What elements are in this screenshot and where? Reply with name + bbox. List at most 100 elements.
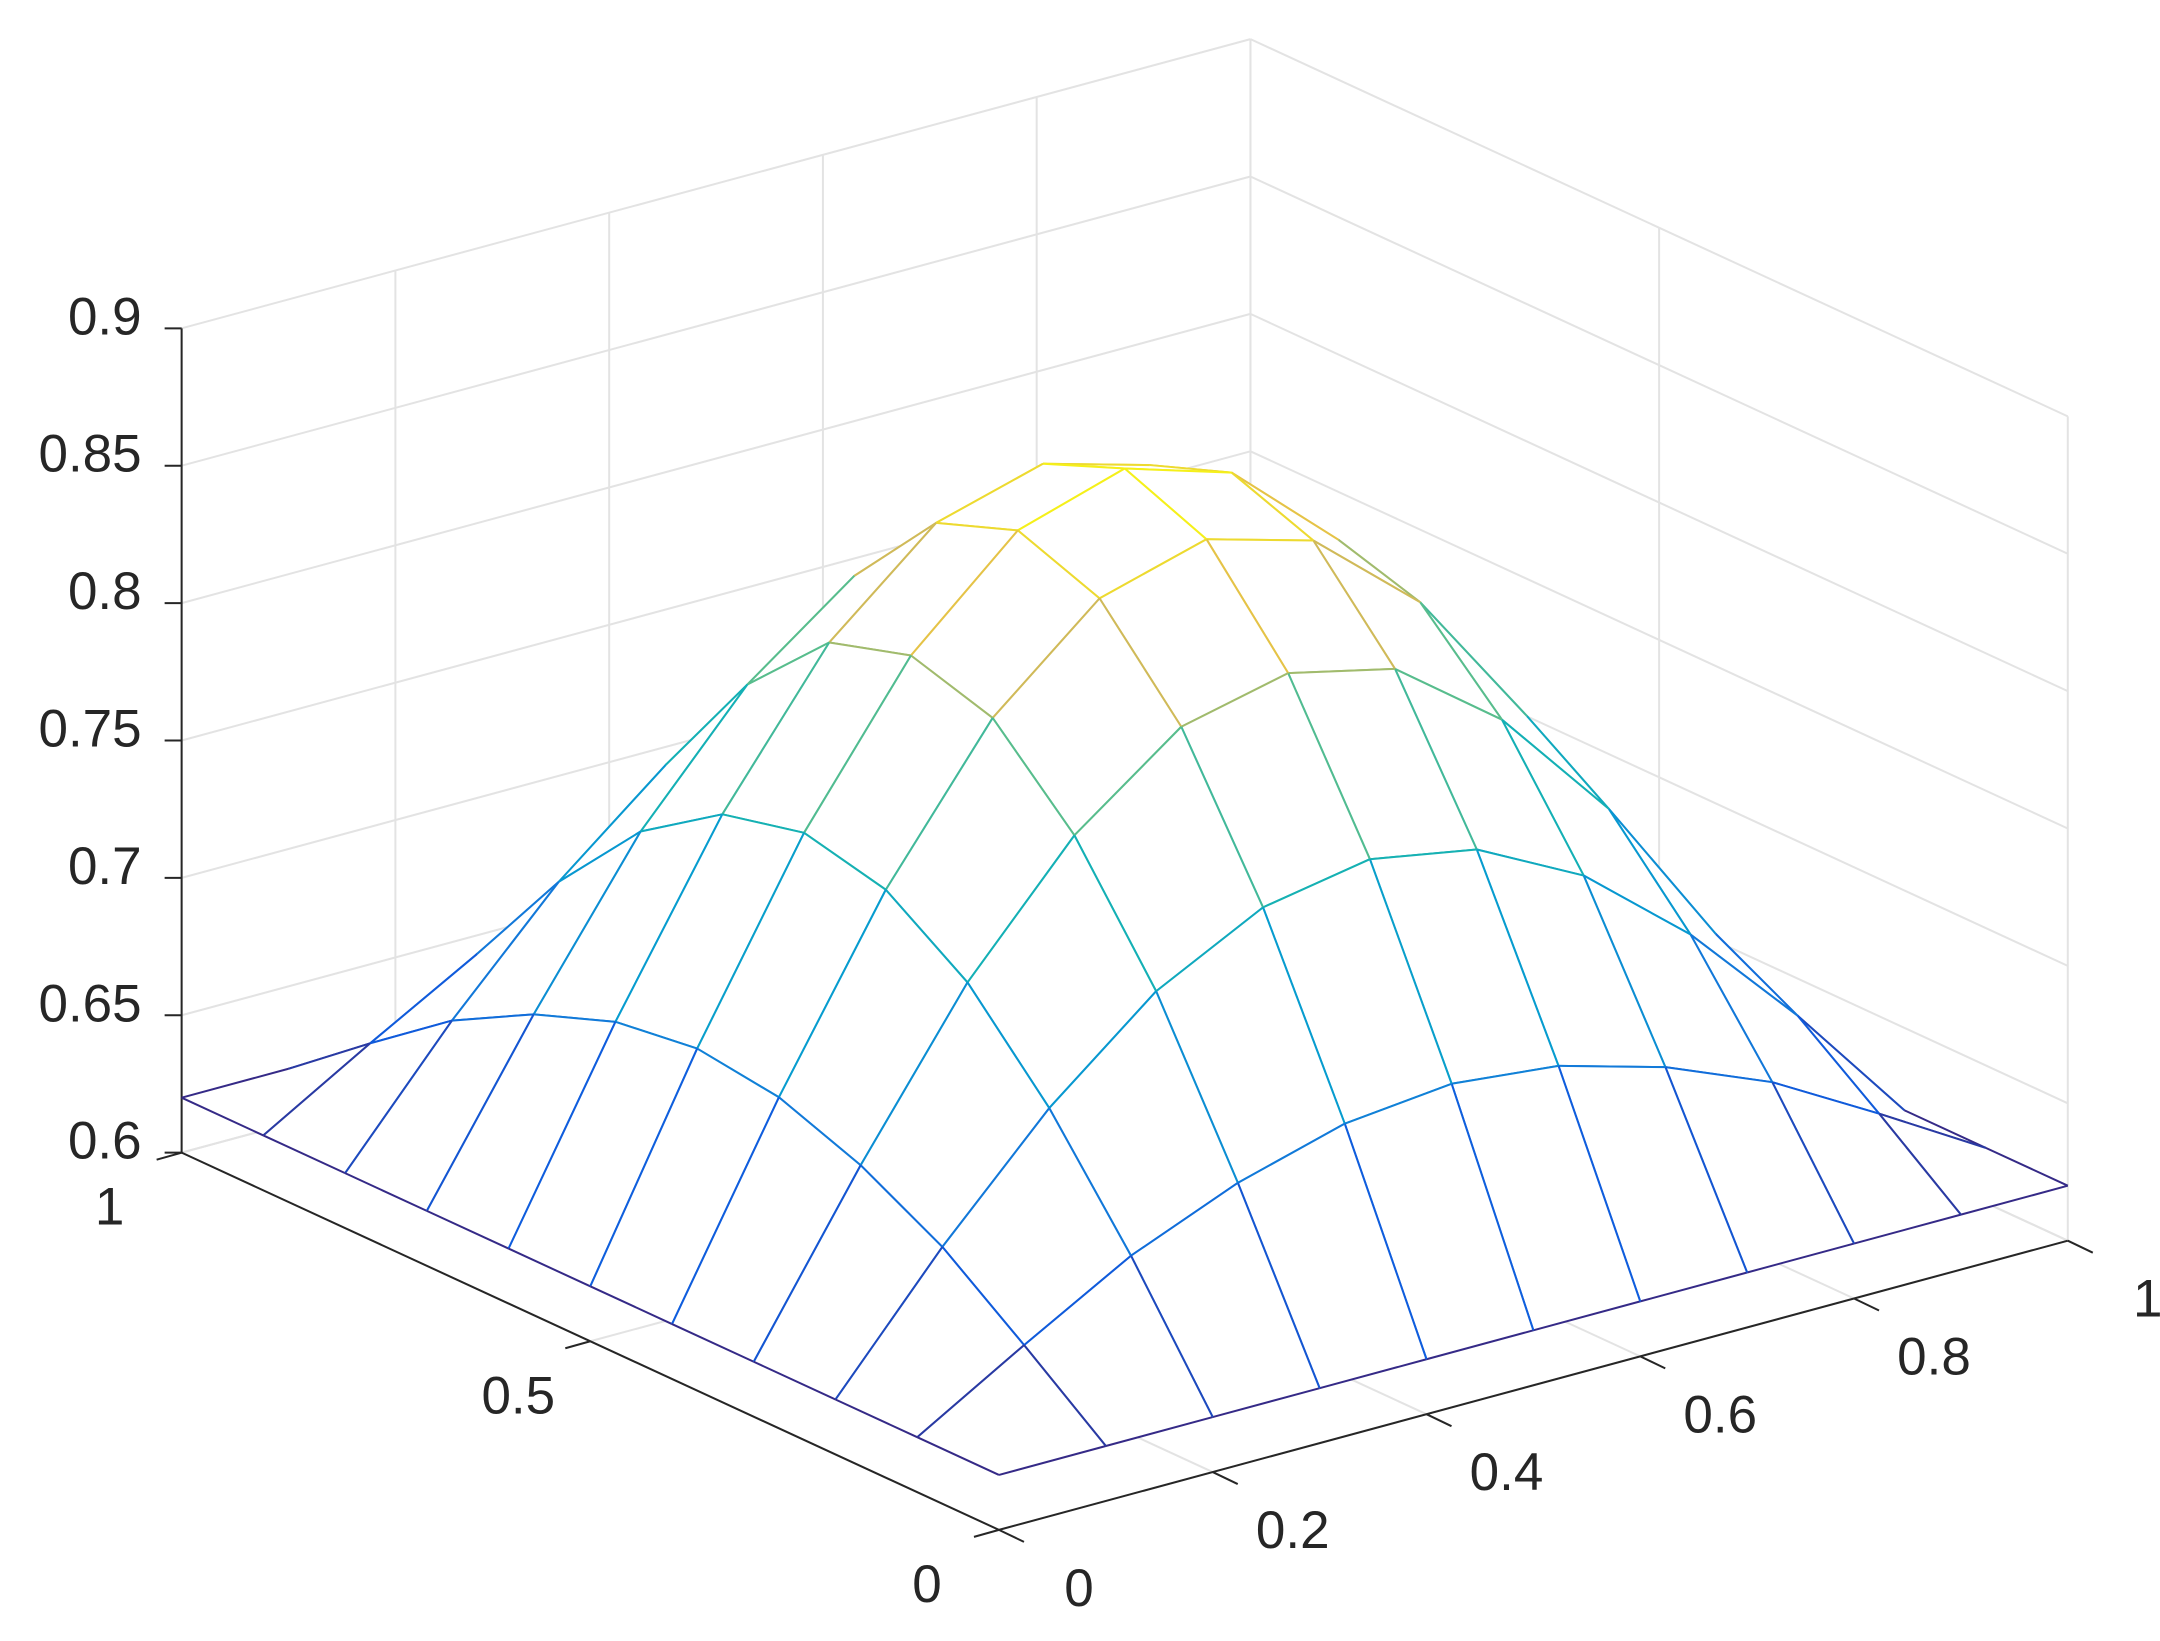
mesh-face [992, 598, 1182, 836]
mesh-line [1853, 1213, 1962, 1245]
mesh-line [966, 981, 1051, 1109]
mesh-line [1583, 874, 1692, 936]
mesh-line [1343, 1123, 1428, 1360]
mesh-face [829, 522, 1018, 656]
mesh-line [671, 1096, 780, 1325]
x-tick-label: 0.8 [1897, 1328, 1971, 1387]
mesh-line [910, 529, 1019, 657]
mesh-line [1878, 1113, 1962, 1216]
mesh-line [369, 953, 478, 1045]
mesh-line [1048, 990, 1157, 1109]
mesh-line [991, 717, 1076, 836]
mesh-line [1231, 471, 1340, 541]
mesh-line [451, 881, 560, 1022]
mesh-line [1450, 1083, 1535, 1331]
mesh-face [885, 717, 1075, 983]
mesh-face [426, 1014, 616, 1249]
mesh-line [1639, 1271, 1748, 1303]
mesh-line [533, 1013, 616, 1023]
mesh-line [859, 1164, 944, 1248]
mesh-face [1156, 907, 1345, 1183]
y-tick-label: 0.5 [481, 1366, 555, 1425]
mesh-line [1212, 1387, 1320, 1419]
mesh-face [345, 1014, 534, 1211]
mesh-line [1476, 848, 1584, 877]
mesh-face [1124, 468, 1314, 541]
mesh-line [1230, 471, 1314, 542]
mesh-line [1394, 668, 1478, 850]
mesh-line [1206, 538, 1314, 542]
mesh-line [1236, 1182, 1321, 1389]
mesh-line [1557, 1065, 1642, 1302]
x-tick-label: 1 [2133, 1270, 2160, 1329]
mesh-line [344, 1172, 428, 1212]
tick-mark [998, 1528, 1025, 1543]
mesh-line [916, 1436, 1000, 1476]
mesh-line [1023, 1254, 1132, 1346]
axis-line [998, 1239, 2069, 1531]
mesh-line [1526, 715, 1610, 810]
mesh-face [1181, 673, 1370, 908]
mesh-line [1746, 1242, 1855, 1274]
mesh-line [859, 981, 969, 1166]
mesh-line [1419, 601, 1503, 721]
mesh-face [753, 1165, 943, 1400]
mesh-line [1124, 467, 1232, 474]
mesh-line [640, 813, 723, 833]
mesh-face [1690, 934, 1880, 1114]
mesh-line [1180, 726, 1264, 908]
mesh-line [262, 1134, 346, 1175]
mesh-line [614, 813, 724, 1023]
x-tick-label: 0.4 [1470, 1443, 1544, 1502]
mesh-line [558, 764, 667, 883]
mesh-line [1287, 672, 1371, 860]
mesh-line [1903, 1109, 1987, 1149]
mesh-face [672, 1097, 861, 1362]
mesh-line [696, 832, 805, 1050]
mesh-face [1476, 849, 1666, 1068]
tick-mark [1853, 1297, 1880, 1312]
mesh-face [967, 835, 1157, 1109]
mesh-face [615, 814, 805, 1049]
mesh-line [884, 717, 994, 891]
mesh-face [1024, 1255, 1213, 1447]
mesh-line [1237, 1122, 1346, 1184]
x-tick-label: 0.6 [1683, 1385, 1757, 1444]
mesh-line [369, 1019, 453, 1045]
mesh-face [835, 1246, 1025, 1438]
mesh-line [1155, 906, 1264, 993]
mesh-line [1664, 1066, 1749, 1273]
tick-mark [565, 1340, 591, 1350]
mesh-line [1105, 1416, 1213, 1447]
mesh-line [451, 1013, 534, 1022]
mesh-face [1099, 539, 1289, 727]
mesh-line [885, 889, 969, 984]
mesh-line [1582, 875, 1667, 1068]
mesh-line [1155, 990, 1239, 1184]
mesh-line [1771, 1081, 1855, 1245]
mesh-line [1714, 933, 1799, 1017]
mesh-line [532, 831, 642, 1015]
mesh-face [697, 832, 886, 1098]
mesh-face [1395, 668, 1584, 876]
mesh-line [1369, 848, 1477, 861]
mesh-face [1583, 875, 1773, 1083]
x-tick-label: 0.2 [1256, 1501, 1330, 1560]
mesh-face [1231, 472, 1421, 603]
mesh-line [262, 1042, 371, 1137]
z-tick-label: 0.65 [38, 974, 141, 1033]
mesh-face [1288, 668, 1477, 860]
mesh-line [696, 1047, 780, 1099]
mesh-face [263, 1020, 452, 1174]
mesh-face [451, 831, 641, 1021]
mesh-line [721, 641, 831, 815]
mesh-face [533, 814, 723, 1022]
mesh-line [1124, 467, 1208, 540]
mesh-face [804, 655, 993, 890]
y-tick-label: 1 [95, 1178, 124, 1237]
mesh-face [910, 530, 1100, 718]
mesh-line [1180, 672, 1289, 728]
mesh-line [835, 1398, 918, 1439]
